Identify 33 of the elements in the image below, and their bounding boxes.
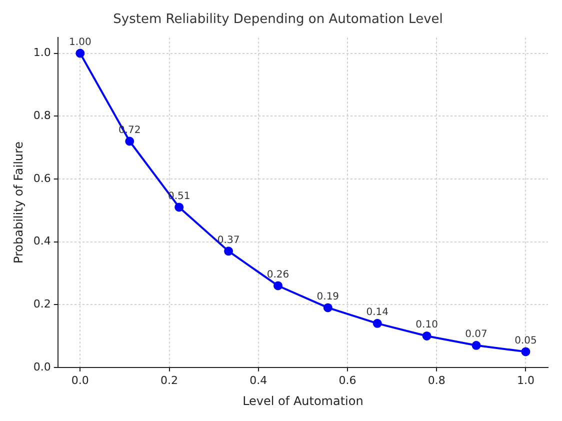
data-label: 0.05 <box>514 335 537 346</box>
x-tick-label: 0.2 <box>160 374 178 387</box>
data-label: 0.19 <box>316 291 340 302</box>
point <box>472 340 481 350</box>
point <box>224 246 234 256</box>
data-label: 0.10 <box>416 320 438 331</box>
data-label: 1.00 <box>69 36 92 48</box>
x-tick-label: 0.0 <box>71 374 89 387</box>
point <box>125 136 134 146</box>
point <box>323 303 332 312</box>
point <box>521 347 530 356</box>
point <box>76 48 85 58</box>
data-label: 0.14 <box>366 307 388 318</box>
data-label: 0.26 <box>266 269 290 280</box>
y-tick-label: 0.2 <box>33 297 51 310</box>
y-tick-label: 0.0 <box>33 360 51 374</box>
y-tick-label: 0.8 <box>33 108 51 122</box>
y-axis-title: Probability of Failure <box>11 141 26 264</box>
y-tick-label: 0.6 <box>33 172 51 185</box>
y-tick-label: 1.0 <box>33 46 51 60</box>
x-axis-title: Level of Automation <box>242 394 364 408</box>
chart-title: System Reliability Depending on Automation Level <box>113 12 443 28</box>
point <box>372 318 382 328</box>
point <box>273 281 282 290</box>
point <box>422 331 432 340</box>
x-tick-label: 1.0 <box>516 374 534 387</box>
point <box>174 202 184 212</box>
x-tick-label: 0.6 <box>338 374 356 387</box>
x-tick-label: 0.8 <box>428 374 446 387</box>
y-tick-label: 0.4 <box>33 234 51 248</box>
data-label: 0.07 <box>465 329 488 340</box>
x-tick-label: 0.4 <box>250 374 268 387</box>
data-label: 0.37 <box>217 234 240 246</box>
